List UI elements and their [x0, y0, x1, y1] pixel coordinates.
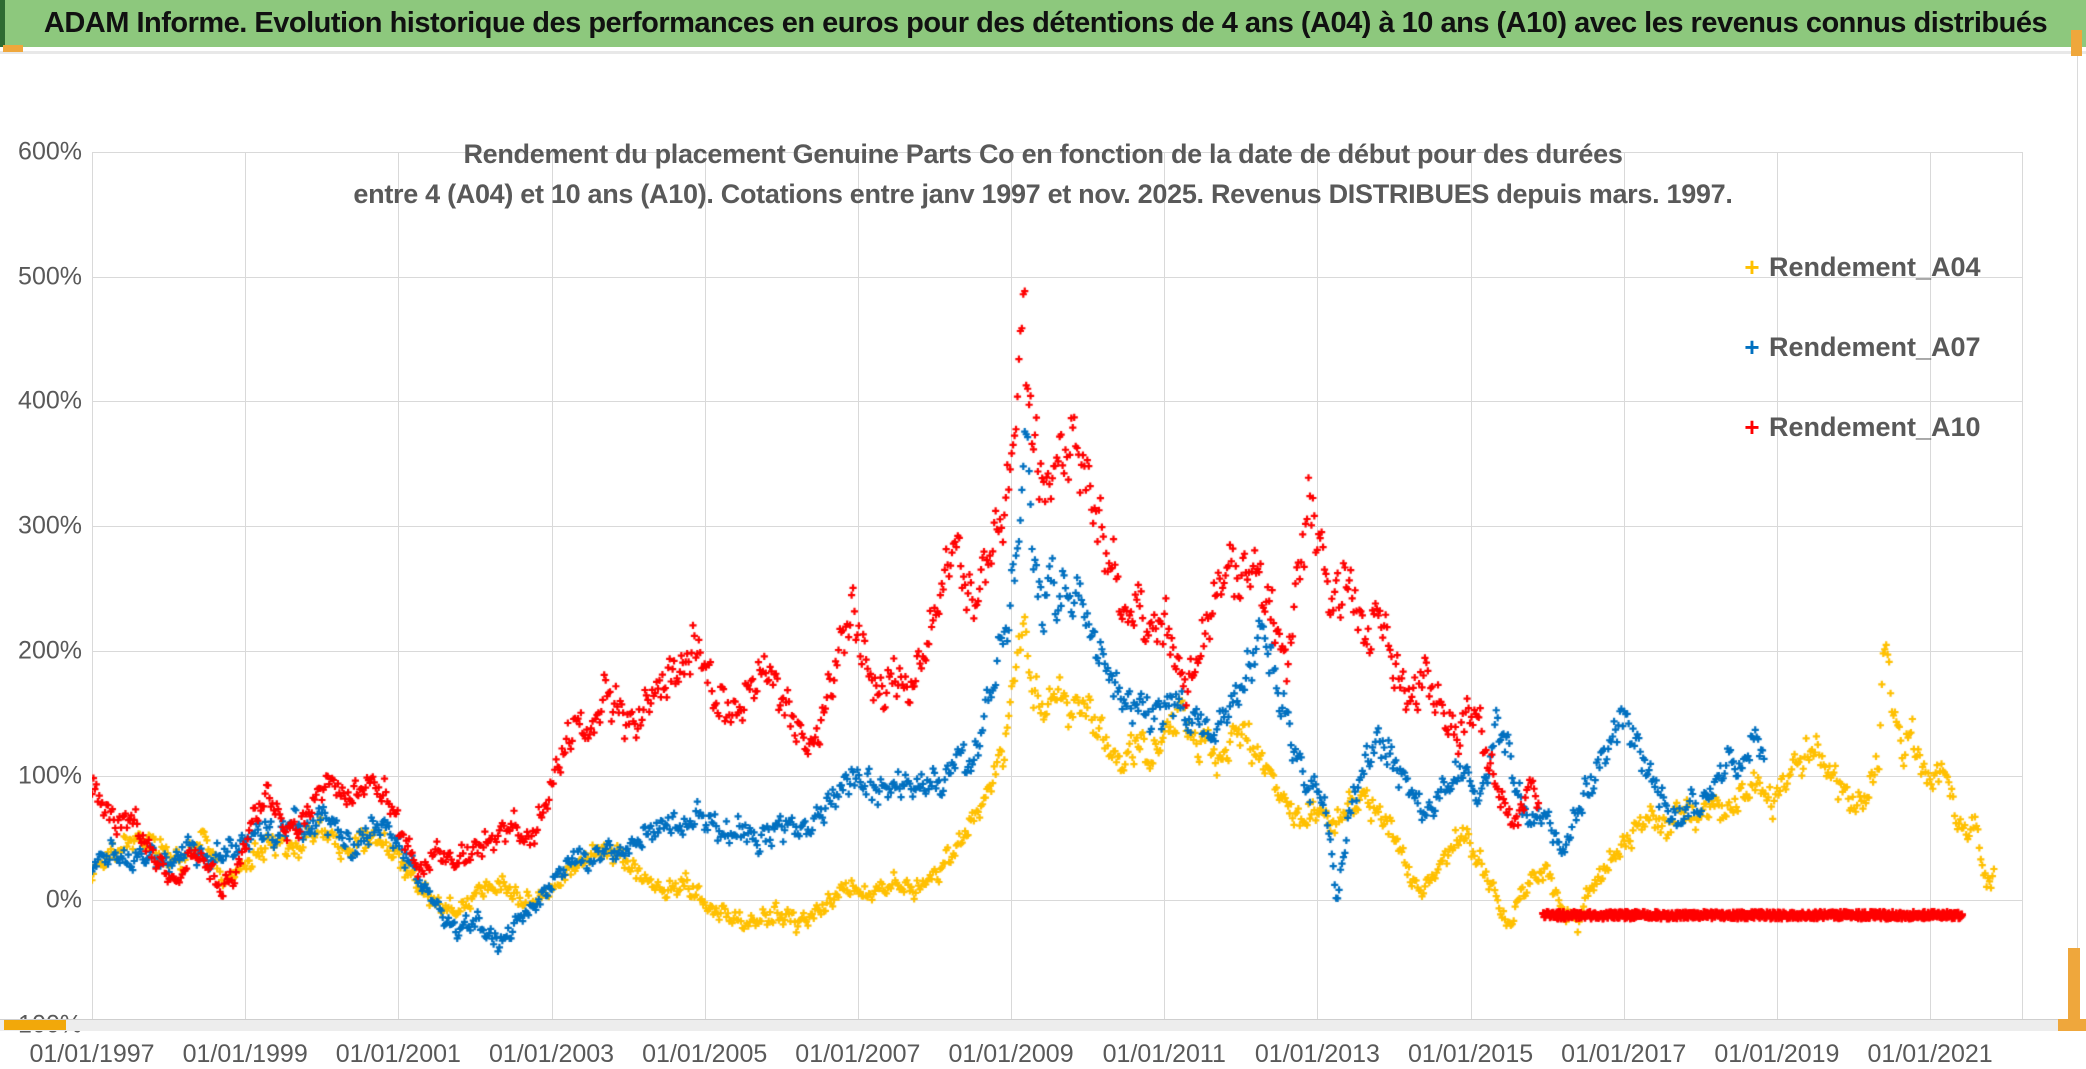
- legend-plus-marker-icon: +: [1744, 332, 1760, 362]
- x-axis-label: 01/01/1997: [29, 1040, 155, 1068]
- legend-label: Rendement_A07: [1769, 332, 1981, 362]
- y-axis-label: 600%: [18, 137, 82, 166]
- header-divider: [0, 51, 2086, 54]
- scrollbar-thumb[interactable]: [4, 1020, 66, 1030]
- legend-plus-marker-icon: +: [1744, 252, 1760, 282]
- header-bar: ADAM Informe. Evolution historique des p…: [5, 0, 2086, 47]
- x-axis-label: 01/01/2019: [1714, 1040, 1840, 1068]
- x-axis-label: 01/01/2009: [948, 1040, 1074, 1068]
- x-axis-label: 01/01/2001: [335, 1040, 461, 1068]
- x-axis-label: 01/01/2003: [488, 1040, 615, 1068]
- legend-entry-rendement_a04[interactable]: + Rendement_A04: [1735, 252, 1981, 283]
- x-axis-label: 01/01/2013: [1254, 1040, 1380, 1068]
- x-axis-label: 01/01/2015: [1408, 1040, 1534, 1068]
- legend-label: Rendement_A04: [1769, 252, 1981, 282]
- x-axis-label: 01/01/2007: [795, 1040, 921, 1068]
- legend-entry-rendement_a07[interactable]: + Rendement_A07: [1735, 332, 1981, 363]
- y-axis-label: 200%: [18, 636, 82, 665]
- gridline: [2022, 152, 2023, 1025]
- chart-title-line2: entre 4 (A04) et 10 ans (A10). Cotations…: [353, 179, 1733, 209]
- y-axis-label: 300%: [18, 511, 82, 540]
- y-axis-label: 500%: [18, 262, 82, 291]
- chart-area[interactable]: Rendement du placement Genuine Parts Co …: [0, 55, 2086, 1068]
- y-axis-label: 0%: [45, 885, 82, 914]
- amber-edge-mark-right: [2068, 948, 2080, 1024]
- window-left-edge-strip: [0, 0, 5, 47]
- amber-edge-mark-bottom-right: [2058, 1019, 2086, 1031]
- legend-label: Rendement_A10: [1769, 412, 1981, 442]
- x-axis-label: 01/01/2021: [1867, 1040, 1993, 1068]
- chart-title-line1: Rendement du placement Genuine Parts Co …: [463, 139, 1623, 169]
- x-axis-label: 01/01/1999: [182, 1040, 308, 1068]
- header-title: ADAM Informe. Evolution historique des p…: [43, 7, 2048, 39]
- x-axis-label: 01/01/2011: [1102, 1040, 1226, 1068]
- amber-edge-mark-top-right: [2071, 30, 2082, 56]
- legend-entry-rendement_a10[interactable]: + Rendement_A10: [1735, 412, 1981, 443]
- y-axis-label: 100%: [18, 761, 82, 790]
- scatter-plot-canvas[interactable]: [92, 152, 2022, 1025]
- right-divider-line: [2077, 55, 2078, 1018]
- horizontal-scrollbar[interactable]: [0, 1019, 2086, 1031]
- y-axis-label: 400%: [18, 386, 82, 415]
- legend-plus-marker-icon: +: [1744, 412, 1760, 442]
- amber-tab-mark: [3, 45, 23, 52]
- x-axis-label: 01/01/2005: [642, 1040, 768, 1068]
- x-axis-label: 01/01/2017: [1561, 1040, 1687, 1068]
